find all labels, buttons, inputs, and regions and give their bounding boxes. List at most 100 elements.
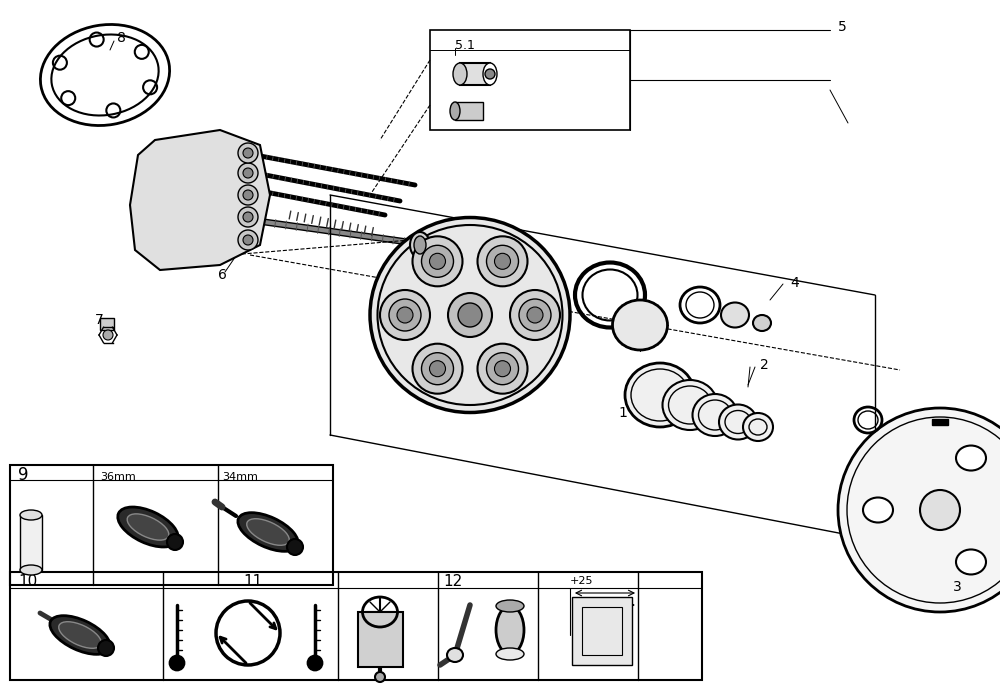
Bar: [20, 515, 42, 570]
Circle shape: [238, 185, 258, 205]
Circle shape: [413, 344, 462, 394]
Circle shape: [430, 361, 446, 377]
Circle shape: [170, 656, 184, 670]
Circle shape: [757, 318, 767, 328]
Circle shape: [920, 490, 960, 530]
Ellipse shape: [692, 394, 738, 436]
Circle shape: [238, 163, 258, 183]
Ellipse shape: [496, 648, 524, 660]
Circle shape: [98, 640, 114, 656]
Text: 7: 7: [95, 313, 104, 327]
Polygon shape: [130, 130, 270, 270]
Bar: [932, 419, 948, 425]
Ellipse shape: [496, 606, 524, 654]
Ellipse shape: [721, 303, 749, 327]
Text: 34mm: 34mm: [222, 472, 258, 482]
Circle shape: [238, 230, 258, 250]
Text: 5: 5: [838, 20, 847, 34]
Text: 1: 1: [618, 406, 627, 420]
Circle shape: [243, 212, 253, 222]
Circle shape: [243, 190, 253, 200]
Bar: [430, 30, 630, 130]
Bar: [10, 465, 333, 585]
Bar: [455, 102, 483, 120]
Circle shape: [380, 290, 430, 340]
Ellipse shape: [247, 519, 289, 545]
Ellipse shape: [483, 63, 497, 85]
Circle shape: [494, 361, 511, 377]
Ellipse shape: [956, 549, 986, 575]
Ellipse shape: [453, 63, 467, 85]
Bar: [460, 63, 490, 85]
Ellipse shape: [662, 380, 718, 430]
Circle shape: [397, 307, 413, 323]
Circle shape: [238, 207, 258, 227]
Circle shape: [238, 143, 258, 163]
Text: 4: 4: [790, 276, 799, 290]
Text: 5.1: 5.1: [455, 38, 475, 51]
Text: 8: 8: [117, 31, 126, 45]
Circle shape: [430, 253, 446, 269]
Ellipse shape: [496, 600, 524, 612]
Ellipse shape: [625, 363, 695, 427]
Circle shape: [494, 253, 511, 269]
Ellipse shape: [370, 218, 570, 412]
Text: 10: 10: [18, 573, 37, 588]
Circle shape: [103, 330, 113, 340]
Bar: [100, 318, 114, 330]
Circle shape: [389, 299, 421, 331]
Text: 36mm: 36mm: [100, 472, 136, 482]
Circle shape: [422, 353, 454, 385]
Circle shape: [243, 148, 253, 158]
Circle shape: [448, 293, 492, 337]
Ellipse shape: [20, 565, 42, 575]
Circle shape: [486, 353, 518, 385]
Ellipse shape: [719, 405, 757, 440]
Ellipse shape: [414, 236, 426, 254]
Circle shape: [510, 290, 560, 340]
Circle shape: [519, 299, 551, 331]
Ellipse shape: [612, 300, 668, 350]
Circle shape: [243, 168, 253, 178]
Text: +25: +25: [570, 576, 594, 586]
Ellipse shape: [956, 445, 986, 471]
Circle shape: [486, 245, 518, 277]
Ellipse shape: [127, 514, 169, 540]
Ellipse shape: [447, 648, 463, 662]
Circle shape: [605, 635, 615, 645]
Text: 9: 9: [18, 466, 28, 484]
Ellipse shape: [410, 232, 430, 258]
Text: 6: 6: [218, 268, 227, 282]
Ellipse shape: [238, 512, 298, 551]
Circle shape: [308, 656, 322, 670]
Ellipse shape: [118, 507, 178, 547]
Circle shape: [375, 672, 385, 682]
Bar: [10, 572, 702, 680]
Circle shape: [590, 635, 600, 645]
Circle shape: [458, 303, 482, 327]
Ellipse shape: [50, 616, 110, 654]
Bar: [358, 612, 403, 667]
Bar: [572, 597, 632, 665]
Ellipse shape: [20, 510, 42, 520]
Circle shape: [527, 307, 543, 323]
Circle shape: [413, 236, 462, 286]
Text: 3: 3: [953, 580, 962, 594]
Ellipse shape: [753, 315, 771, 331]
Ellipse shape: [59, 622, 101, 648]
Ellipse shape: [863, 497, 893, 523]
Circle shape: [478, 236, 528, 286]
Circle shape: [167, 534, 183, 550]
Circle shape: [422, 245, 454, 277]
Text: 2: 2: [760, 358, 769, 372]
Circle shape: [243, 235, 253, 245]
Bar: [582, 607, 622, 655]
Circle shape: [485, 69, 495, 79]
Circle shape: [478, 344, 528, 394]
Text: 12: 12: [443, 573, 462, 588]
Text: 11: 11: [243, 573, 262, 588]
Circle shape: [287, 539, 303, 555]
Ellipse shape: [743, 413, 773, 441]
Ellipse shape: [450, 102, 460, 120]
Circle shape: [727, 307, 743, 323]
